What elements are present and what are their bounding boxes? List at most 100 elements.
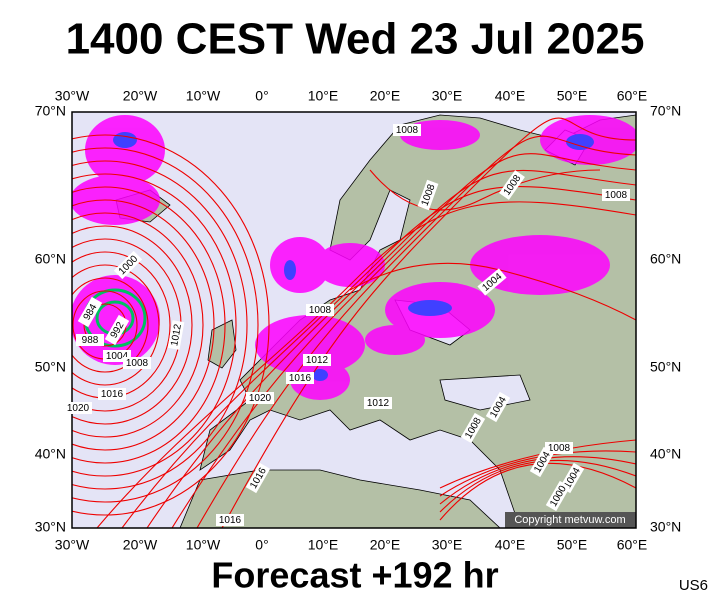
- lat-label: 60°N: [35, 251, 66, 267]
- isobar-value: 1008: [126, 358, 149, 369]
- isobar-label-box: [417, 179, 439, 211]
- isobar-label-box: [246, 392, 274, 404]
- isobar: [196, 135, 636, 528]
- isobar-label-box: [76, 334, 104, 346]
- isobar: [171, 153, 636, 528]
- isobar-label-box: [216, 514, 244, 526]
- lat-label: 70°N: [35, 103, 66, 119]
- isobar: [439, 459, 636, 513]
- isobar-label: 1008: [306, 304, 334, 316]
- isobar-value: 1016: [219, 515, 242, 526]
- subtitle: Forecast +192 hr: [211, 555, 498, 596]
- isobar-label: 1016: [216, 514, 244, 526]
- lat-label: 60°N: [650, 251, 681, 267]
- copyright-box: [505, 512, 636, 528]
- isobar: [72, 160, 248, 490]
- isobar-label-box: [77, 296, 103, 328]
- isobar-label: 1012: [167, 320, 185, 350]
- isobar: [369, 169, 601, 211]
- lon-label: 20°W: [123, 88, 158, 104]
- lon-label: 20°E: [370, 88, 401, 104]
- isobar-label-box: [602, 189, 630, 201]
- isobar-label: 1020: [64, 402, 92, 414]
- isobar: [72, 225, 193, 425]
- isobar-label: 1016: [286, 372, 314, 384]
- isobar: [72, 199, 215, 451]
- isobar: [72, 212, 204, 438]
- isobar-label: 1016: [98, 388, 126, 400]
- lon-label: 0°: [255, 88, 268, 104]
- isobar-label: 1008: [393, 124, 421, 136]
- isobar: [439, 439, 636, 489]
- isobar-label-box: [393, 124, 421, 136]
- isobar: [72, 186, 226, 464]
- lat-label: 50°N: [650, 359, 681, 375]
- lon-label: 40°E: [495, 537, 526, 553]
- isobar-label-box: [98, 388, 126, 400]
- lon-label: 10°W: [186, 537, 221, 553]
- lon-label: 20°E: [370, 537, 401, 553]
- lat-label: 40°N: [650, 446, 681, 462]
- isobar-label-box: [545, 480, 571, 512]
- isobar-value: 1008: [548, 443, 571, 454]
- isobar: [439, 462, 636, 521]
- region-code: US6: [679, 577, 708, 594]
- isobar: [439, 450, 636, 497]
- lon-label: 50°E: [557, 88, 588, 104]
- lon-label: 10°E: [308, 88, 339, 104]
- isobar-value: 1020: [249, 393, 272, 404]
- isobar-label-box: [477, 268, 507, 296]
- isobar: [72, 264, 160, 386]
- lon-label: 40°E: [495, 88, 526, 104]
- lon-label: 30°E: [432, 537, 463, 553]
- isobar-label-box: [306, 304, 334, 316]
- frame: [71, 111, 637, 529]
- isobar: [221, 117, 636, 528]
- lon-label: 60°E: [617, 537, 648, 553]
- lon-label: 20°W: [123, 537, 158, 553]
- isobar-label-box: [545, 442, 573, 454]
- isobar: [72, 147, 259, 503]
- copyright: Copyright metvuw.com: [514, 514, 625, 526]
- isobar: [72, 173, 237, 477]
- lon-label: 0°: [255, 537, 268, 553]
- isobar-label-box: [245, 462, 271, 494]
- isobar-value: 1008: [309, 305, 332, 316]
- lat-label: 30°N: [35, 519, 66, 535]
- isobar-label: 1020: [246, 392, 274, 404]
- isobar-label: 988: [76, 334, 104, 346]
- isobar-label: 1008: [545, 442, 573, 454]
- isobar-label-box: [303, 354, 331, 366]
- lon-label: 30°E: [432, 88, 463, 104]
- isobar: [72, 277, 149, 373]
- lat-label: 50°N: [35, 359, 66, 375]
- isobar-value: 988: [82, 335, 99, 346]
- isobar-label-box: [529, 446, 555, 478]
- lat-label: 70°N: [650, 103, 681, 119]
- isobar-label-box: [104, 314, 130, 346]
- isobar-label-box: [485, 391, 511, 423]
- lon-label: 10°W: [186, 88, 221, 104]
- isobar-label-box: [364, 397, 392, 409]
- isobar-label: 1012: [303, 354, 331, 366]
- isobar-value: 1008: [396, 125, 419, 136]
- isobar-value: 1016: [289, 373, 312, 384]
- isobar-label-box: [460, 412, 486, 444]
- isobar: [72, 134, 270, 516]
- isobar-value: 1008: [605, 190, 628, 201]
- title: 1400 CEST Wed 23 Jul 2025: [66, 15, 645, 64]
- isobar: [146, 169, 636, 528]
- isobar-label: 1012: [364, 397, 392, 409]
- isobar: [121, 185, 636, 528]
- isobar-label-box: [123, 357, 151, 369]
- isobar-value: 1020: [67, 403, 90, 414]
- isobar-value: 1012: [169, 323, 184, 347]
- heavy-precipitation: [113, 132, 594, 381]
- isobar-label-box: [499, 170, 525, 200]
- isobar-value: 1012: [367, 398, 390, 409]
- isobar: [439, 456, 636, 505]
- lon-label: 60°E: [617, 88, 648, 104]
- isobar-label-box: [113, 250, 143, 280]
